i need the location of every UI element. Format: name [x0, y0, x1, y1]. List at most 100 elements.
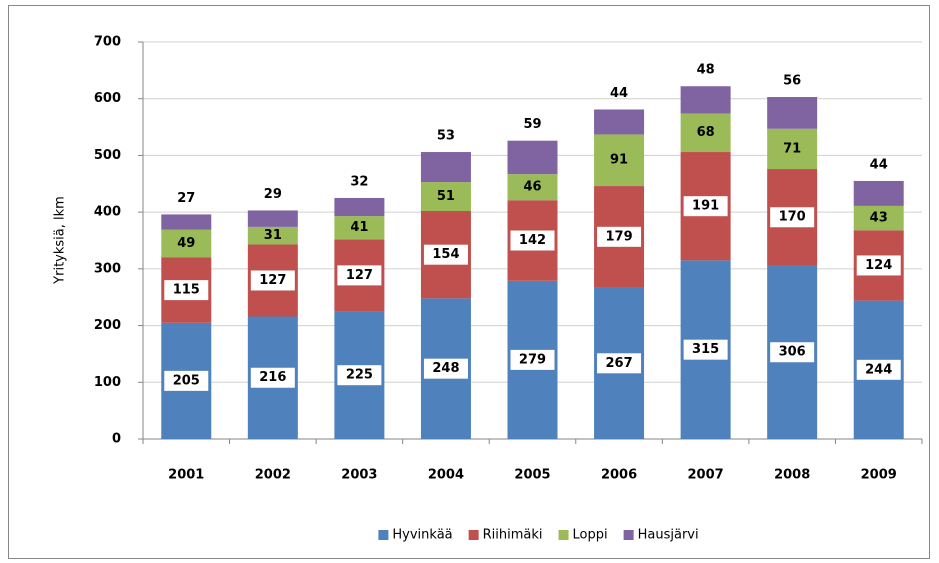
bar-segment: [507, 140, 558, 175]
data-label: 71: [783, 141, 801, 156]
data-label: 244: [865, 362, 892, 377]
data-label: 170: [779, 210, 806, 225]
x-tick-label: 2004: [428, 468, 464, 483]
data-label: 44: [870, 157, 888, 172]
data-label: 51: [437, 189, 455, 204]
legend-label: Hyvinkää: [392, 528, 452, 543]
bar-segment: [680, 86, 731, 114]
y-tick-label: 0: [112, 432, 121, 447]
data-label: 56: [783, 74, 801, 89]
data-label-bg: [250, 367, 295, 388]
y-tick-label: 300: [94, 261, 121, 276]
y-tick-label: 400: [94, 205, 121, 220]
data-label: 59: [523, 117, 541, 132]
data-label: 216: [259, 370, 286, 385]
data-label: 53: [437, 129, 455, 144]
legend: Hyvinkää Riihimäki Loppi Hausjärvi: [378, 528, 699, 543]
bar-segment: [161, 229, 212, 258]
data-label: 29: [264, 187, 282, 202]
data-label: 27: [177, 191, 195, 206]
bar-segment: [247, 226, 298, 245]
data-label: 179: [605, 229, 632, 244]
data-label-bg: [337, 265, 382, 286]
x-tick-label: 2003: [341, 468, 377, 483]
data-label-bg: [337, 365, 382, 386]
data-label-bg: [164, 370, 209, 391]
data-label-bg: [856, 255, 901, 276]
y-axis-title: Yrityksiä, lkm: [53, 196, 68, 285]
legend-label: Loppi: [573, 528, 608, 543]
data-label: 225: [346, 368, 373, 383]
data-label: 315: [692, 342, 719, 357]
y-tick-label: 200: [94, 318, 121, 333]
data-label: 248: [432, 361, 459, 376]
data-label: 31: [264, 228, 282, 243]
legend-swatch: [378, 530, 389, 540]
bar-segment: [420, 152, 471, 183]
legend-swatch: [558, 530, 569, 540]
data-label-bg: [683, 196, 728, 217]
y-tick-label: 100: [94, 375, 121, 390]
data-label-bg: [597, 353, 642, 374]
x-tick-label: 2006: [601, 468, 637, 483]
data-label: 279: [519, 352, 546, 367]
legend-label: Hausjärvi: [638, 528, 699, 543]
data-label: 32: [350, 174, 368, 189]
data-label: 205: [173, 373, 200, 388]
bar-segment: [420, 182, 471, 212]
data-label: 191: [692, 199, 719, 214]
data-label-bg: [250, 270, 295, 291]
bar-segment: [853, 205, 904, 231]
data-label-bg: [683, 339, 728, 360]
data-label: 68: [697, 125, 715, 140]
data-label: 41: [350, 220, 368, 235]
x-tick-label: 2008: [774, 468, 810, 483]
data-label: 43: [870, 211, 888, 226]
data-label: 49: [177, 236, 195, 251]
data-label-bg: [164, 280, 209, 301]
x-tick-label: 2005: [514, 468, 550, 483]
data-label: 46: [523, 180, 541, 195]
data-label: 124: [865, 258, 892, 273]
data-label: 142: [519, 233, 546, 248]
bar-segment: [767, 97, 818, 129]
bar-segment: [247, 210, 298, 227]
x-tick-label: 2009: [861, 468, 897, 483]
legend-swatch: [623, 530, 634, 540]
data-label: 306: [779, 345, 806, 360]
bar-segment: [594, 109, 645, 135]
bar-segment: [767, 128, 818, 170]
y-tick-label: 600: [94, 91, 121, 106]
data-label-bg: [770, 207, 815, 228]
bar-segment: [680, 113, 731, 153]
legend-label: Riihimäki: [483, 528, 543, 543]
data-label-bg: [423, 358, 468, 379]
data-label-bg: [510, 349, 555, 370]
bar-segment: [594, 134, 645, 187]
bar-segment: [507, 174, 558, 201]
data-label: 127: [346, 268, 373, 283]
data-label-bg: [423, 244, 468, 265]
data-label: 154: [432, 247, 459, 262]
data-label-bg: [510, 230, 555, 251]
data-label-bg: [770, 342, 815, 363]
bar-segment: [334, 216, 385, 240]
x-tick-label: 2002: [255, 468, 291, 483]
data-label: 267: [605, 356, 632, 371]
bar-segment: [853, 180, 904, 206]
data-label: 115: [173, 283, 200, 298]
bar-segment: [334, 197, 385, 217]
x-tick-label: 2001: [168, 468, 204, 483]
y-tick-label: 500: [94, 148, 121, 163]
x-tick-label: 2007: [688, 468, 724, 483]
data-label: 44: [610, 86, 628, 101]
data-label: 91: [610, 153, 628, 168]
data-label: 48: [697, 63, 715, 78]
legend-swatch: [468, 530, 479, 540]
y-tick-label: 700: [94, 35, 121, 50]
data-label: 127: [259, 273, 286, 288]
bar-segment: [161, 214, 212, 230]
data-label-bg: [597, 226, 642, 247]
